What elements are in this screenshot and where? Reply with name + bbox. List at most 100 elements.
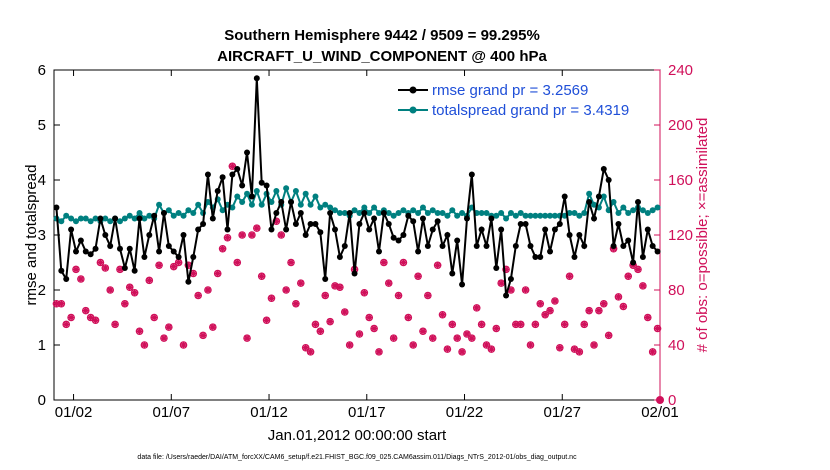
y-axis-label-right: # of obs: o=possible; ×=assimilated bbox=[694, 118, 711, 353]
rmse-point bbox=[322, 276, 329, 282]
spread-point bbox=[415, 210, 422, 216]
rmse-point bbox=[556, 221, 563, 227]
rmse-point bbox=[219, 174, 226, 181]
rmse-point bbox=[610, 243, 617, 249]
spread-point bbox=[307, 201, 314, 208]
rmse-point bbox=[380, 210, 387, 216]
rmse-point bbox=[390, 234, 397, 241]
spread-point bbox=[126, 212, 133, 219]
rmse-point bbox=[639, 254, 646, 260]
y-tick-label-left: 6 bbox=[38, 62, 46, 79]
rmse-point bbox=[488, 215, 495, 222]
obs-assimilated-point bbox=[561, 320, 569, 328]
spread-point bbox=[68, 215, 75, 222]
rmse-point bbox=[68, 226, 75, 233]
spread-point bbox=[258, 201, 265, 208]
spread-point bbox=[532, 212, 539, 219]
obs-assimilated-point bbox=[72, 265, 80, 273]
obs-assimilated-point bbox=[395, 292, 403, 299]
rmse-point bbox=[581, 243, 588, 249]
obs-assimilated-point bbox=[326, 318, 334, 326]
spread-point bbox=[512, 212, 519, 219]
obs-assimilated-point bbox=[316, 327, 324, 335]
rmse-point bbox=[532, 254, 539, 260]
x-tick-label: 01/12 bbox=[250, 404, 288, 421]
obs-assimilated-point bbox=[414, 272, 422, 280]
rmse-point bbox=[156, 248, 163, 255]
obs-assimilated-point bbox=[478, 320, 486, 328]
spread-point bbox=[527, 212, 534, 219]
rmse-point bbox=[512, 243, 519, 249]
obs-assimilated-point bbox=[140, 341, 148, 349]
obs-assimilated-point bbox=[536, 300, 544, 308]
rmse-point bbox=[195, 226, 202, 233]
spread-point bbox=[92, 215, 99, 222]
spread-point bbox=[375, 210, 382, 216]
footnote: data file: /Users/raeder/DAI/ATM_forcXX/… bbox=[137, 454, 577, 461]
rmse-point bbox=[214, 188, 221, 194]
obs-assimilated-point bbox=[263, 316, 271, 324]
spread-point bbox=[507, 210, 514, 216]
rmse-point bbox=[136, 215, 143, 222]
rmse-point bbox=[630, 259, 637, 266]
obs-assimilated-point bbox=[214, 270, 222, 277]
obs-assimilated-point bbox=[468, 334, 476, 342]
rmse-point bbox=[507, 276, 514, 282]
spread-point bbox=[410, 207, 417, 214]
obs-assimilated-point bbox=[67, 314, 75, 321]
obs-assimilated-point bbox=[390, 334, 398, 342]
spread-point bbox=[297, 201, 304, 208]
y-tick-label-left: 2 bbox=[38, 282, 46, 299]
spread-point bbox=[395, 210, 402, 216]
rmse-point bbox=[77, 237, 84, 244]
rmse-point bbox=[625, 237, 632, 244]
y-tick-label-right: 80 bbox=[668, 282, 685, 299]
rmse-point bbox=[87, 251, 94, 258]
rmse-point bbox=[444, 232, 451, 238]
obs-assimilated-point bbox=[184, 261, 192, 269]
rmse-point bbox=[547, 248, 554, 255]
obs-assimilated-point bbox=[360, 289, 368, 297]
spread-point bbox=[302, 190, 309, 197]
spread-point bbox=[332, 207, 339, 214]
rmse-point bbox=[385, 221, 392, 227]
obs-assimilated-point bbox=[219, 245, 227, 253]
obs-assimilated-point bbox=[204, 286, 212, 294]
obs-assimilated-point bbox=[434, 261, 442, 269]
spread-point bbox=[204, 199, 211, 205]
obs-assimilated-point bbox=[385, 279, 393, 287]
obs-assimilated-point bbox=[473, 304, 481, 312]
spread-point bbox=[322, 201, 329, 208]
rmse-point bbox=[141, 254, 148, 260]
rmse-point bbox=[527, 243, 534, 249]
obs-assimilated-point bbox=[282, 286, 290, 294]
rmse-point bbox=[268, 226, 275, 233]
obs-zero-marker bbox=[656, 396, 664, 404]
rmse-point bbox=[375, 248, 382, 255]
spread-point bbox=[239, 199, 246, 205]
rmse-point bbox=[346, 210, 353, 216]
rmse-point bbox=[439, 243, 446, 249]
obs-assimilated-point bbox=[614, 293, 622, 301]
rmse-point bbox=[415, 248, 422, 255]
rmse-point bbox=[273, 210, 280, 216]
rmse-point bbox=[649, 243, 656, 249]
obs-assimilated-point bbox=[492, 325, 500, 332]
spread-point bbox=[170, 212, 177, 219]
spread-point bbox=[419, 204, 426, 211]
spread-point bbox=[356, 210, 363, 216]
spread-point bbox=[361, 204, 368, 211]
rmse-point bbox=[542, 226, 549, 233]
spread-point bbox=[493, 212, 500, 219]
obs-assimilated-point bbox=[375, 348, 383, 356]
spread-point bbox=[180, 212, 187, 219]
obs-assimilated-point bbox=[170, 263, 178, 271]
spread-point bbox=[185, 207, 192, 214]
obs-assimilated-point bbox=[639, 282, 647, 290]
spread-point bbox=[121, 215, 128, 222]
obs-assimilated-point bbox=[424, 292, 432, 299]
rmse-point bbox=[449, 270, 456, 277]
rmse-point bbox=[595, 193, 602, 200]
obs-assimilated-point bbox=[512, 320, 520, 328]
obs-assimilated-point bbox=[458, 348, 466, 356]
